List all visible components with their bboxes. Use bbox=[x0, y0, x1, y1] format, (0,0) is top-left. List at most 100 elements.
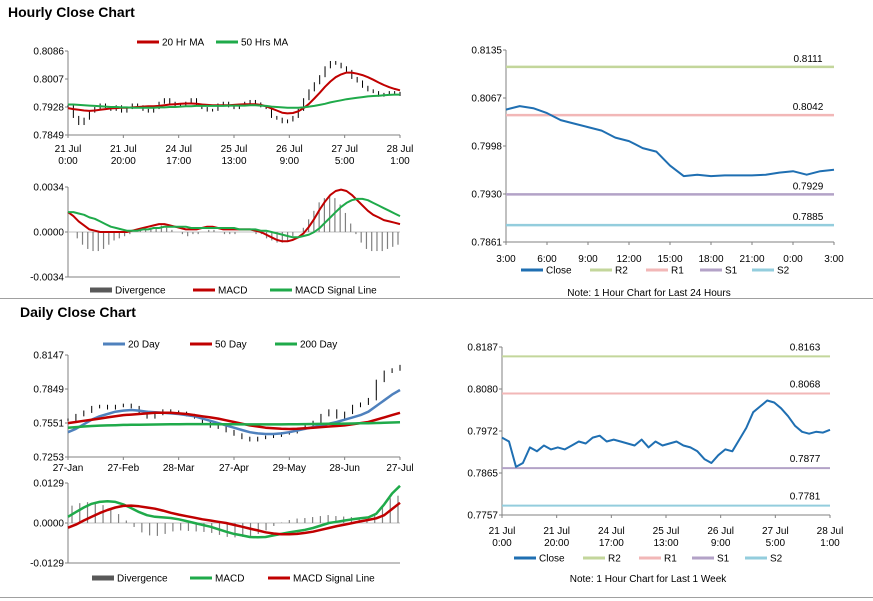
hourly-price-x-tick-label: 0:00 bbox=[58, 156, 78, 167]
daily-ma200-line bbox=[67, 421, 401, 429]
daily-levels-close-line bbox=[501, 399, 831, 468]
daily-macd-macd-legend-label: MACD bbox=[215, 574, 244, 585]
hourly-level-s2-label: 0.7885 bbox=[793, 212, 824, 223]
hourly-levels-x-tick-label: 6:00 bbox=[537, 254, 557, 265]
daily-level-r2-label: 0.8163 bbox=[790, 342, 821, 353]
hourly-levels-note: Note: 1 Hour Chart for Last 24 Hours bbox=[567, 288, 730, 299]
hourly-levels-x-tick-label: 18:00 bbox=[698, 254, 723, 265]
hourly-levels-y-tick-label: 0.8067 bbox=[471, 94, 502, 105]
daily-price-x-tick-label: 27-Apr bbox=[219, 463, 250, 474]
hourly-price-x-tick-label: 28 Jul bbox=[387, 144, 414, 155]
section-divider bbox=[0, 298, 873, 299]
hourly-price-x-tick-label: 25 Jul bbox=[221, 144, 248, 155]
daily-price-x-tick-label: 27-Jul bbox=[386, 463, 413, 474]
hourly-price-x-tick-label: 26 Jul bbox=[276, 144, 303, 155]
hourly-price-y-tick-label: 0.7849 bbox=[33, 131, 64, 142]
daily-price-x-tick-label: 28-Jun bbox=[329, 463, 360, 474]
hourly-levels-s2-legend-label: S2 bbox=[777, 266, 790, 277]
daily-levels-y-tick-label: 0.7972 bbox=[467, 427, 498, 438]
daily-macd-y-tick-label: 0.0000 bbox=[33, 519, 64, 530]
hourly-levels-x-tick-label: 21:00 bbox=[739, 254, 764, 265]
daily-price-ma20-legend-label: 20 Day bbox=[128, 340, 160, 351]
daily-levels-x-tick-label: 20:00 bbox=[544, 538, 569, 549]
daily-levels-s2-legend-label: S2 bbox=[770, 554, 783, 565]
daily-levels-x-tick-label: 9:00 bbox=[711, 538, 731, 549]
daily-levels-x-tick-label: 0:00 bbox=[492, 538, 512, 549]
bottom-divider bbox=[0, 597, 873, 598]
daily-levels-x-tick-label: 5:00 bbox=[766, 538, 786, 549]
daily-levels-x-tick-label: 27 Jul bbox=[762, 526, 789, 537]
daily-levels-x-tick-label: 1:00 bbox=[820, 538, 840, 549]
hourly-levels-x-tick-label: 0:00 bbox=[783, 254, 803, 265]
daily-price-x-tick-label: 29-May bbox=[273, 463, 306, 474]
hourly-section-title: Hourly Close Chart bbox=[8, 4, 135, 20]
hourly-level-r1-label: 0.8042 bbox=[793, 102, 824, 113]
daily-macd-y-tick-label: -0.0129 bbox=[30, 559, 64, 570]
hourly-macd-signal-legend-label: MACD Signal Line bbox=[295, 286, 377, 297]
hourly-levels-y-tick-label: 0.7861 bbox=[471, 238, 502, 249]
hourly-level-s1-label: 0.7929 bbox=[793, 181, 824, 192]
daily-price-y-tick-label: 0.7253 bbox=[33, 453, 64, 464]
hourly-levels-x-tick-label: 3:00 bbox=[496, 254, 516, 265]
hourly-price-y-tick-label: 0.7928 bbox=[33, 103, 64, 114]
daily-levels-r1-legend-label: R1 bbox=[664, 554, 677, 565]
daily-price-y-tick-label: 0.7849 bbox=[33, 385, 64, 396]
daily-level-s2-label: 0.7781 bbox=[790, 492, 821, 503]
hourly-levels-x-tick-label: 3:00 bbox=[824, 254, 844, 265]
daily-macd-signal-legend-label: MACD Signal Line bbox=[293, 574, 375, 585]
hourly-price-x-tick-label: 9:00 bbox=[280, 156, 300, 167]
daily-levels-x-tick-label: 21 Jul bbox=[489, 526, 516, 537]
daily-macd-y-tick-label: 0.0129 bbox=[33, 479, 64, 490]
daily-ma20-line bbox=[67, 388, 401, 436]
hourly-level-r2-label: 0.8111 bbox=[793, 54, 823, 65]
daily-levels-note: Note: 1 Hour Chart for Last 1 Week bbox=[570, 574, 728, 585]
daily-price-x-tick-label: 27-Feb bbox=[107, 463, 139, 474]
daily-price-x-tick-label: 27-Jan bbox=[53, 463, 84, 474]
daily-price-ma200-legend-label: 200 Day bbox=[300, 340, 337, 351]
hourly-levels-s1-legend-label: S1 bbox=[725, 266, 738, 277]
hourly-macd-y-tick-label: 0.0034 bbox=[33, 183, 64, 194]
hourly-price-x-tick-label: 5:00 bbox=[335, 156, 355, 167]
hourly-price-x-tick-label: 27 Jul bbox=[331, 144, 358, 155]
daily-price-x-tick-label: 28-Mar bbox=[163, 463, 195, 474]
hourly-price-x-tick-label: 24 Jul bbox=[165, 144, 192, 155]
hourly-levels-close-legend-label: Close bbox=[546, 266, 572, 277]
daily-price-y-tick-label: 0.8147 bbox=[33, 351, 64, 362]
hourly-levels-y-tick-label: 0.7930 bbox=[471, 190, 502, 201]
daily-levels-y-tick-label: 0.8080 bbox=[467, 385, 498, 396]
daily-level-r1-label: 0.8068 bbox=[790, 379, 821, 390]
hourly-price-y-tick-label: 0.8007 bbox=[33, 75, 64, 86]
daily-level-s1-label: 0.7877 bbox=[790, 454, 821, 465]
daily-levels-y-tick-label: 0.7757 bbox=[467, 511, 498, 522]
daily-levels-x-tick-label: 26 Jul bbox=[707, 526, 734, 537]
hourly-levels-x-tick-label: 9:00 bbox=[578, 254, 598, 265]
daily-levels-x-tick-label: 17:00 bbox=[599, 538, 624, 549]
hourly-macd-line bbox=[67, 188, 401, 243]
daily-section-title: Daily Close Chart bbox=[20, 304, 136, 320]
hourly-levels-y-tick-label: 0.8135 bbox=[471, 46, 502, 57]
hourly-levels-close-line bbox=[505, 105, 835, 178]
hourly-price-ma50-legend-label: 50 Hrs MA bbox=[241, 38, 289, 49]
daily-price-ma50-legend-label: 50 Day bbox=[215, 340, 247, 351]
daily-levels-x-tick-label: 13:00 bbox=[653, 538, 678, 549]
daily-levels-x-tick-label: 21 Jul bbox=[543, 526, 570, 537]
hourly-levels-x-tick-label: 15:00 bbox=[657, 254, 682, 265]
daily-macd-signal-line bbox=[67, 501, 401, 536]
hourly-levels-y-tick-label: 0.7998 bbox=[471, 142, 502, 153]
daily-levels-x-tick-label: 28 Jul bbox=[817, 526, 844, 537]
hourly-levels-r1-legend-label: R1 bbox=[671, 266, 684, 277]
hourly-price-x-tick-label: 21 Jul bbox=[55, 144, 82, 155]
hourly-levels-x-tick-label: 12:00 bbox=[616, 254, 641, 265]
hourly-price-x-tick-label: 20:00 bbox=[111, 156, 136, 167]
hourly-macd-signal-line bbox=[68, 197, 401, 239]
hourly-ma50-line bbox=[68, 93, 400, 109]
daily-levels-close-legend-label: Close bbox=[539, 554, 565, 565]
daily-levels-x-tick-label: 24 Jul bbox=[598, 526, 625, 537]
hourly-price-x-tick-label: 21 Jul bbox=[110, 144, 137, 155]
daily-price-y-tick-label: 0.7551 bbox=[33, 419, 64, 430]
daily-levels-y-tick-label: 0.7865 bbox=[467, 469, 498, 480]
hourly-price-x-tick-label: 13:00 bbox=[221, 156, 246, 167]
hourly-macd-divergence-legend-label: Divergence bbox=[115, 286, 166, 297]
hourly-price-y-tick-label: 0.8086 bbox=[33, 47, 64, 58]
hourly-macd-macd-legend-label: MACD bbox=[218, 286, 247, 297]
